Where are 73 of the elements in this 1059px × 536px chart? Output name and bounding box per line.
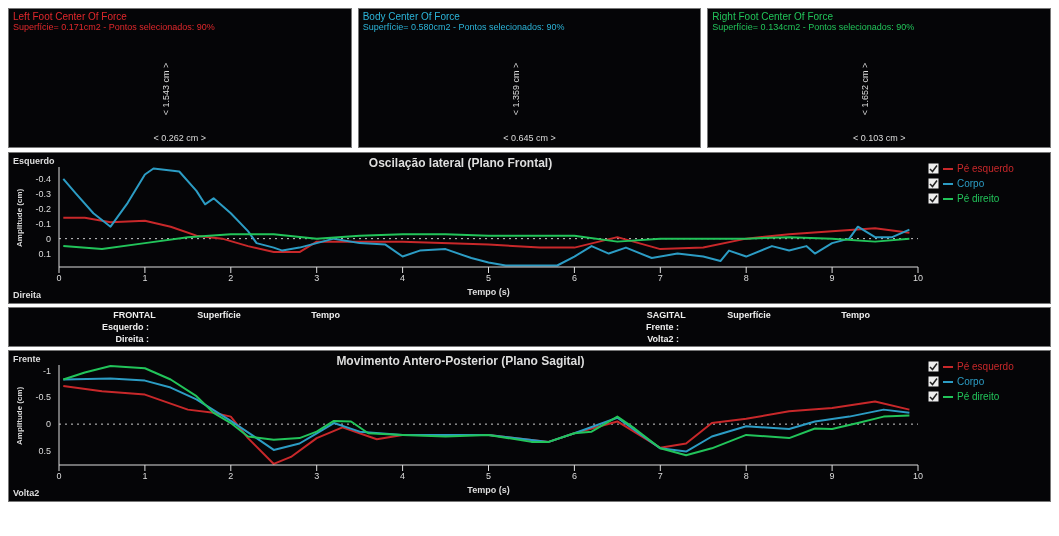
text: < 1.359 cm >: [510, 62, 521, 116]
category-label: Tempo: [310, 310, 342, 320]
x-tick-label: 8: [743, 273, 749, 284]
category-label: Direita :: [115, 334, 149, 344]
x-tick-label: 0: [56, 471, 62, 482]
text: Volta2: [13, 488, 40, 498]
x-tick-label: 5: [485, 471, 492, 482]
text: Superfície= 0.171cm2 - Pontos selecionados: 90%: [12, 22, 216, 32]
line-series: [62, 377, 911, 453]
text: Superfície= 0.134cm2 - Pontos selecionados: 90%: [711, 22, 916, 32]
category-label: Volta2 :: [647, 334, 679, 344]
text: < 0.262 cm >: [153, 133, 207, 143]
x-tick-label: 4: [400, 471, 406, 482]
category-label: Esquerdo :: [101, 322, 149, 332]
legend-label: Corpo: [957, 376, 985, 387]
x-tick-label: 3: [314, 273, 320, 284]
x-tick-label: 2: [228, 273, 234, 284]
category-label: Frente :: [645, 322, 679, 332]
category-label: Tempo: [840, 310, 872, 320]
y-tick-label: -0.4: [35, 174, 51, 185]
x-axis-title: Tempo (s): [467, 287, 510, 297]
legend-label: Pé direito: [957, 391, 1000, 402]
x-tick-label: 7: [657, 471, 663, 482]
line-series: [62, 233, 911, 251]
x-tick-label: 3: [314, 471, 320, 482]
x-tick-label: 0: [56, 273, 62, 284]
legend-label: Corpo: [957, 178, 985, 189]
y-tick-label: 0.1: [38, 248, 51, 259]
x-tick-label: 2: [228, 471, 234, 482]
x-tick-label: 9: [829, 471, 835, 482]
y-axis-title: Amplitude (cm): [14, 386, 24, 445]
legend-label: Pé esquerdo: [957, 163, 1014, 174]
text: Direita: [13, 290, 42, 300]
text: < 1.543 cm >: [160, 62, 171, 116]
x-tick-label: 5: [485, 273, 492, 284]
text: Esquerdo: [13, 156, 55, 166]
y-tick-label: 0: [45, 233, 51, 244]
x-tick-label: 8: [743, 471, 749, 482]
y-tick-label: -0.5: [35, 392, 51, 403]
line-series: [62, 216, 911, 254]
text: Body Center Of Force: [361, 10, 461, 22]
y-tick-label: -1: [42, 365, 51, 376]
legend-label: Pé direito: [957, 193, 1000, 204]
legend-label: Pé esquerdo: [957, 361, 1014, 372]
x-tick-label: 1: [142, 471, 148, 482]
x-tick-label: 1: [142, 273, 148, 284]
text: Right Foot Center Of Force: [711, 10, 834, 22]
text: < 0.645 cm >: [503, 133, 556, 143]
category-label: Superfície: [196, 310, 242, 320]
y-tick-label: 0.5: [38, 446, 51, 457]
x-tick-label: 6: [571, 471, 577, 482]
chart-title: Movimento Antero-Posterior (Plano Sagital): [336, 354, 585, 368]
y-tick-label: -0.2: [35, 203, 51, 214]
chart-title: Oscilação lateral (Plano Frontal): [368, 156, 553, 170]
x-tick-label: 7: [657, 273, 663, 284]
category-label: SAGITAL: [645, 310, 687, 320]
x-tick-label: 6: [571, 273, 577, 284]
x-axis-title: Tempo (s): [467, 485, 510, 495]
y-tick-label: -0.3: [35, 189, 51, 200]
text: Superfície= 0.580cm2 - Pontos selecionados: 90%: [361, 22, 566, 32]
x-tick-label: 10: [912, 471, 924, 482]
x-tick-label: 4: [400, 273, 406, 284]
y-tick-label: 0: [45, 419, 51, 430]
y-tick-label: -0.1: [35, 218, 51, 229]
x-tick-label: 10: [912, 273, 924, 284]
x-tick-label: 9: [829, 273, 835, 284]
category-label: FRONTAL: [112, 310, 157, 320]
category-label: Superfície: [726, 310, 772, 320]
text: Left Foot Center Of Force: [12, 10, 128, 22]
text: Frente: [13, 354, 41, 364]
y-axis-title: Amplitude (cm): [14, 188, 24, 247]
text: < 0.103 cm >: [852, 133, 906, 143]
text: < 1.652 cm >: [860, 62, 871, 116]
